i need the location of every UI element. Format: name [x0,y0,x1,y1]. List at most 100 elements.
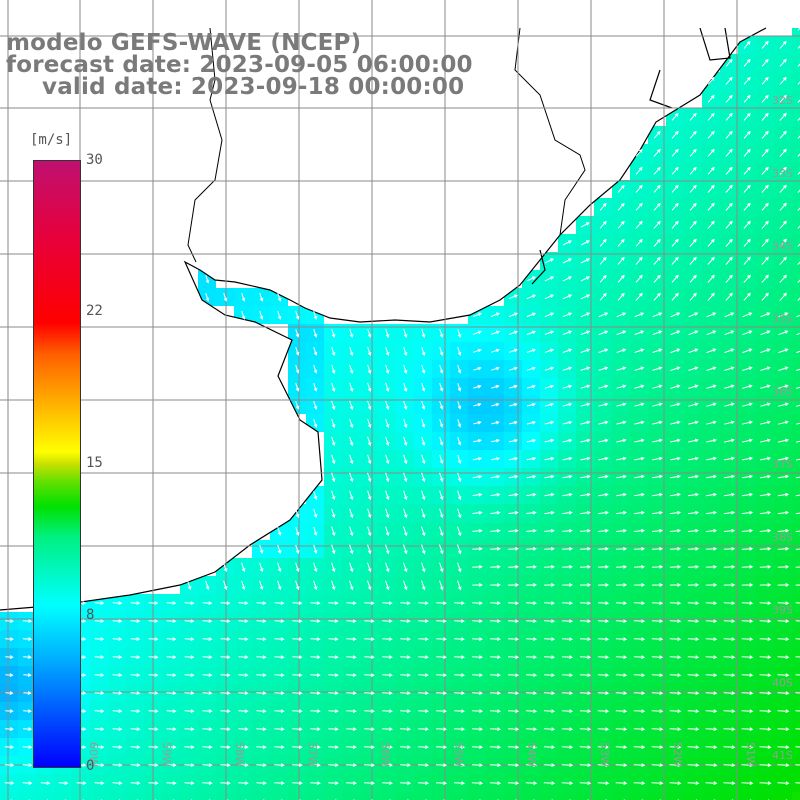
wind-arrow [457,580,462,591]
latitude-labels: 32S 33S 34S 35S 36S 37S 38S 39S 40S 41S [772,94,793,762]
wind-arrow [259,544,264,554]
wind-arrow [543,619,556,624]
wind-cell [432,792,450,800]
wind-arrow [5,727,14,731]
wind-arrow [689,202,697,211]
wind-arrow [40,781,51,785]
wind-arrow [403,562,408,573]
wind-arrow [277,310,282,320]
wind-arrow [651,565,664,569]
wind-arrow [653,274,661,283]
wind-arrow [759,564,772,569]
wind-arrow [689,184,697,193]
wind-arrow [562,420,573,425]
wind-arrow [777,709,790,714]
wind-arrow [310,763,321,767]
wind-arrow [349,364,354,375]
wind-arrow [403,346,408,356]
wind-arrow [615,565,628,569]
wind-arrow [687,510,700,515]
wind-arrow [385,364,390,375]
wind-arrow [508,601,519,605]
wind-arrow [599,256,607,265]
wind-arrow [525,781,538,786]
wind-arrow [741,474,754,479]
wind-arrow [23,655,32,659]
wind-cell [738,792,756,800]
wind-arrow [689,274,697,283]
wind-arrow [707,292,715,301]
wind-arrow [651,601,664,606]
wind-arrow [526,366,537,371]
wind-arrow [274,601,285,605]
wind-arrow [705,546,718,551]
wind-arrow [723,619,736,624]
wind-arrow [742,348,753,354]
wind-cell [180,792,198,800]
wind-arrow [795,404,800,407]
wind-arrow [472,456,483,461]
wind-arrow [148,709,159,713]
wind-arrow [202,727,213,731]
wind-arrow [525,673,538,678]
wind-arrow [421,328,426,338]
wind-arrow [598,456,609,461]
wind-arrow [403,418,408,429]
wind-arrow [652,438,663,443]
wind-arrow [706,474,717,479]
wind-arrow [292,601,303,605]
wind-arrow [633,583,646,587]
wind-arrow [148,673,159,677]
wind-arrow [598,546,609,551]
wind-arrow [759,691,772,696]
wind-arrow [310,727,321,731]
wind-arrow [759,528,772,533]
wind-arrow [759,474,772,479]
wind-arrow [491,420,500,425]
wind-arrow [292,727,303,731]
wind-arrow [148,637,159,641]
wind-arrow [148,619,159,623]
wind-arrow [705,709,718,714]
wind-arrow [562,510,573,515]
wind-arrow [508,474,519,479]
wind-arrow [760,366,771,371]
wind-arrow [743,76,751,85]
wind-arrow [598,402,609,407]
wind-arrow [331,400,336,411]
wind-arrow [435,781,448,786]
wind-cell [792,414,800,432]
wind-arrow [759,456,772,461]
wind-arrow [364,781,375,786]
wind-arrow [597,691,610,696]
wind-arrow [797,189,800,193]
wind-arrow [400,637,411,641]
wind-arrow [256,781,267,785]
wind-arrow [490,619,501,623]
wind-arrow [651,781,664,786]
wind-arrow [779,166,787,175]
wind-cell [792,180,800,198]
wind-arrow [382,655,393,659]
wind-arrow [725,130,733,139]
wind-arrow [705,781,718,786]
wind-arrow [759,781,772,786]
wind-arrow [507,745,520,750]
wind-arrow [457,544,462,555]
wind-arrow [688,456,699,461]
wind-arrow [796,332,800,336]
wind-arrow [507,763,520,768]
wind-arrow [670,402,681,407]
wind-arrow [795,566,800,568]
wind-arrow [364,673,375,677]
wind-arrow [241,580,246,591]
wind-cell [342,792,360,800]
wind-arrow [331,436,336,447]
wind-cell [792,144,800,162]
wind-arrow [202,709,213,713]
wind-arrow [687,619,700,624]
wind-arrow [651,727,664,732]
wind-arrow [669,546,682,551]
wind-arrow [544,312,555,318]
wind-arrow [94,601,105,605]
